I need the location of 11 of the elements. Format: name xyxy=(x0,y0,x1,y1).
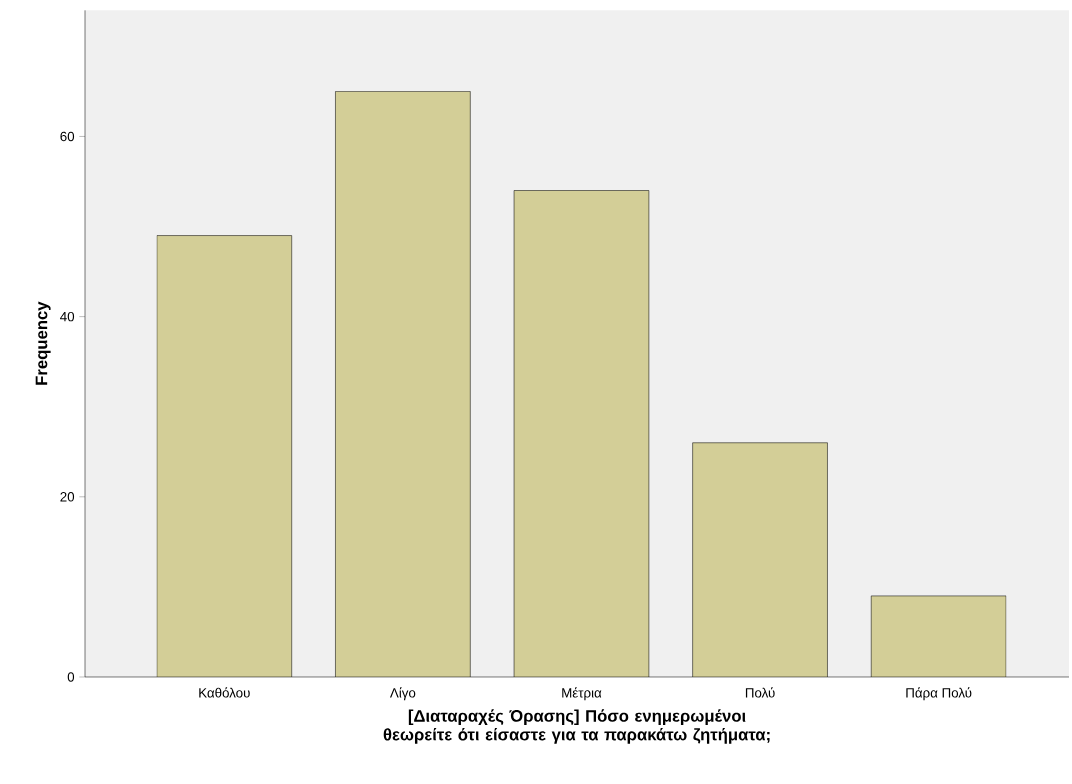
y-tick-label: 0 xyxy=(67,672,75,682)
y-tick-label: 20 xyxy=(60,492,75,502)
y-tick-label: 40 xyxy=(60,311,75,322)
y-tick-label: 60 xyxy=(60,131,75,142)
x-tick-label: Καθόλου xyxy=(199,687,250,698)
x-axis-title: [Διαταραχές Όρασης] Πόσο ενημερωμένοι θεωρείτε ότι είσαστε για τα παρακάτω ζητήματα; xyxy=(383,709,770,744)
y-axis-title: Frequency xyxy=(35,301,51,385)
x-tick-label: Πολύ xyxy=(745,687,775,698)
x-tick-label: Πάρα Πολύ xyxy=(906,687,972,701)
x-tick-label: Μέτρια xyxy=(562,687,602,701)
x-tick-label: Λίγο xyxy=(389,687,416,701)
